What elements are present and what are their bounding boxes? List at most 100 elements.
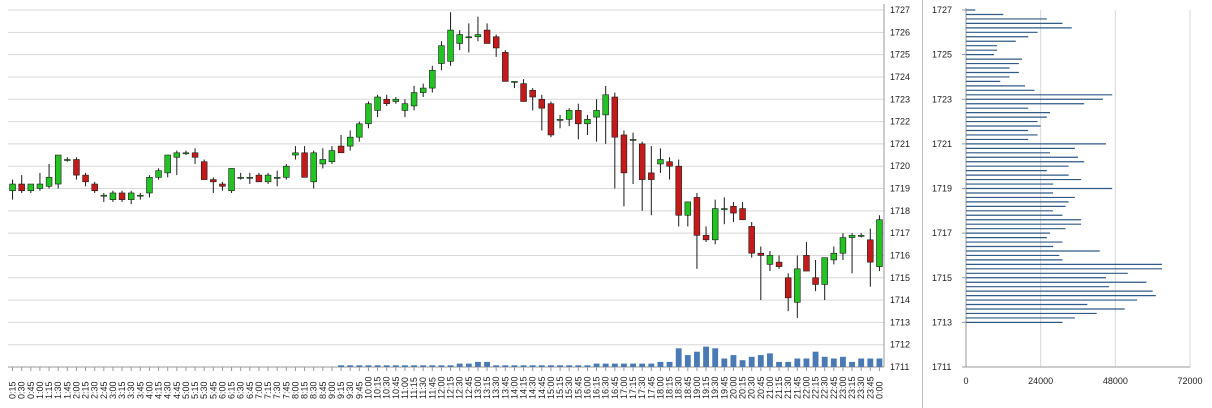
volume-bar bbox=[730, 355, 737, 367]
candle-body bbox=[356, 123, 363, 138]
volume-bar bbox=[694, 351, 700, 367]
x-tick-label: 2:45 bbox=[99, 381, 109, 399]
candle-body bbox=[255, 174, 263, 183]
x-tick-label: 17:30 bbox=[637, 376, 647, 399]
x-tick-label: 2:30 bbox=[90, 381, 100, 399]
x-tick-label: 22:30 bbox=[820, 376, 830, 399]
x-tick-label: 2:00 bbox=[71, 381, 81, 399]
candle-body bbox=[283, 165, 290, 178]
y-tick-label: 1711 bbox=[932, 362, 951, 372]
candle-body bbox=[9, 183, 16, 192]
x-tick-label: 11:00 bbox=[400, 377, 410, 399]
candle-body bbox=[666, 161, 673, 167]
candle-body bbox=[337, 145, 345, 154]
candle-body bbox=[693, 197, 701, 236]
x-tick-label: 3:15 bbox=[117, 381, 127, 399]
x-tick-label: 18:15 bbox=[665, 376, 675, 399]
x-tick-label: 23:30 bbox=[856, 376, 866, 399]
candle-body bbox=[429, 69, 436, 89]
volume-bar bbox=[575, 365, 582, 367]
x-tick-label: 6:30 bbox=[236, 381, 246, 399]
y-tick-label: 1717 bbox=[890, 228, 910, 238]
volume-bar bbox=[529, 365, 536, 367]
x-tick-label: 22:00 bbox=[801, 376, 811, 399]
x-tick-label: 5:15 bbox=[190, 381, 200, 399]
candle-body bbox=[648, 172, 655, 180]
volume-bar bbox=[858, 358, 865, 367]
candle-body bbox=[410, 92, 418, 107]
x-tick-label: 1:00 bbox=[35, 381, 45, 399]
x-tick-label: 15:45 bbox=[573, 376, 583, 399]
y-tick-label: 1714 bbox=[890, 295, 910, 305]
y-tick-label: 1713 bbox=[890, 317, 910, 327]
y-tick-label: 1715 bbox=[890, 273, 910, 283]
candle-body bbox=[127, 192, 135, 200]
candle-body bbox=[483, 29, 491, 44]
candle-body bbox=[346, 136, 354, 147]
candle-body bbox=[447, 29, 454, 62]
x-tick-label: 17:00 bbox=[619, 376, 629, 399]
x-tick-label: 5:00 bbox=[181, 381, 191, 399]
x-tick-label: 18:45 bbox=[683, 376, 693, 399]
y-tick-label: 1726 bbox=[890, 27, 910, 37]
x-tick-label: 13:15 bbox=[482, 376, 492, 399]
y-tick-label: 1719 bbox=[890, 184, 910, 194]
candle-body bbox=[830, 252, 838, 261]
volume-bar bbox=[648, 363, 655, 367]
y-tick-label: 1716 bbox=[890, 250, 910, 260]
volume-bar bbox=[639, 363, 646, 367]
candle-body bbox=[146, 177, 153, 194]
x-tick-label: 8:45 bbox=[318, 381, 328, 399]
x-tick-label: 72000 bbox=[1177, 376, 1202, 386]
x-tick-label: 21:15 bbox=[774, 376, 784, 399]
x-tick-label: 6:15 bbox=[227, 381, 237, 399]
y-tick-label: 1724 bbox=[890, 72, 910, 82]
volume-bar bbox=[438, 365, 445, 367]
candle-body bbox=[721, 208, 728, 210]
volume-bar bbox=[840, 356, 846, 367]
candle-body bbox=[100, 194, 108, 197]
y-tick-label: 1722 bbox=[890, 117, 910, 127]
volume-bar bbox=[767, 353, 773, 367]
candle-body bbox=[821, 257, 828, 285]
x-tick-label: 7:15 bbox=[263, 381, 273, 399]
x-tick-label: 4:45 bbox=[172, 381, 182, 399]
candle-body bbox=[757, 252, 765, 256]
x-tick-label: 11:30 bbox=[418, 377, 428, 399]
y-tick-label: 1721 bbox=[932, 139, 952, 149]
x-tick-label: 17:45 bbox=[646, 376, 656, 399]
candle-body bbox=[401, 103, 409, 111]
candle-body bbox=[392, 98, 400, 102]
x-tick-label: 20:15 bbox=[738, 376, 748, 399]
x-tick-label: 4:00 bbox=[144, 381, 154, 399]
x-tick-label: 7:45 bbox=[281, 381, 291, 399]
x-tick-label: 12:15 bbox=[446, 376, 456, 399]
candlestick-chart: 1711 1712 1713 1714 1715 1716 1717 1718 1719 1720… bbox=[8, 4, 910, 399]
candle-body bbox=[264, 174, 272, 183]
volume-bar bbox=[748, 356, 755, 367]
volume-bar bbox=[511, 365, 518, 367]
x-tick-label: 20:45 bbox=[756, 376, 766, 399]
volume-bar bbox=[557, 365, 563, 367]
x-tick-label: 14:15 bbox=[519, 376, 529, 399]
x-tick-label: 19:00 bbox=[692, 376, 702, 399]
x-tick-label: 15:30 bbox=[564, 376, 574, 399]
x-tick-label: 10:30 bbox=[382, 376, 392, 399]
volume-bar bbox=[757, 355, 764, 367]
candle-body bbox=[91, 183, 98, 192]
x-tick-label: 15:00 bbox=[546, 376, 556, 399]
x-tick-label: 3:30 bbox=[126, 381, 136, 399]
x-tick-label: 6:45 bbox=[245, 381, 255, 399]
volume-bar bbox=[675, 348, 682, 367]
candle-body bbox=[474, 34, 482, 38]
candle-body bbox=[310, 152, 317, 183]
candle-body bbox=[657, 159, 664, 165]
candle-body bbox=[730, 206, 737, 214]
y-tick-label: 1727 bbox=[932, 5, 952, 15]
volume-bar bbox=[402, 365, 408, 367]
x-tick-label: 0:45 bbox=[26, 381, 36, 399]
y-tick-label: 1719 bbox=[932, 184, 952, 194]
x-tick-label: 20:00 bbox=[728, 376, 738, 399]
candle-body bbox=[365, 103, 372, 125]
x-tick-label: 12:45 bbox=[464, 376, 474, 399]
